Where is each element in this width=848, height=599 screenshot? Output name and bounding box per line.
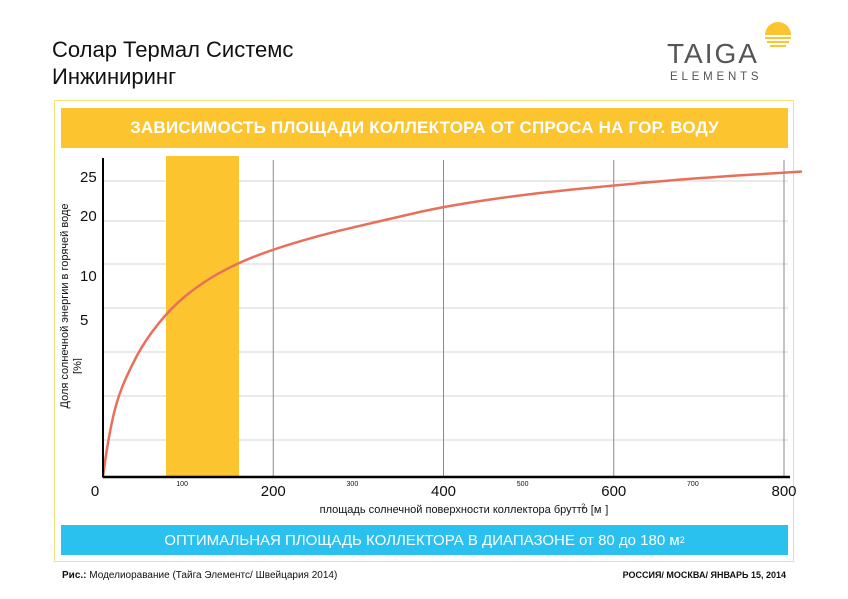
x-tick-label: 200 [261,483,286,500]
y-tick-label: 20 [80,208,97,225]
x-minor-tick-label: 500 [517,481,529,488]
x-tick-label: 800 [771,483,796,500]
content-frame [54,100,794,562]
x-minor-tick-label: 300 [347,481,359,488]
y-axis-label-line2: [%] [72,358,82,374]
y-axis-label: Доля солнечной энергии в горячей воде [%… [59,158,84,454]
x-axis-label-sup: 2 [581,503,586,510]
title-line-2: Инжиниринг [52,64,177,89]
conclusion-sup: 2 [679,535,685,545]
chart-title-banner: ЗАВИСИМОСТЬ ПЛОЩАДИ КОЛЛЕКТОРА ОТ СПРОСА… [61,108,788,148]
taiga-logo: TAIGA ELEMENTS [667,22,791,83]
footer-caption-text: Моделиоравание (Тайга Элементс/ Швейцари… [86,570,338,581]
x-tick-label: 600 [601,483,626,500]
footer-caption-label: Рис.: [62,570,87,581]
y-tick-label: 10 [80,268,97,285]
logo-word-elements: ELEMENTS [670,71,762,83]
optimal-range-band [166,156,239,476]
x-axis-label: площадь солнечной поверхности коллектора… [0,503,848,516]
footer-location-date: РОССИЯ/ МОСКВА/ ЯНВАРЬ 15, 2014 [622,570,786,580]
y-tick-label: 25 [80,169,97,186]
x-axis-label-end: ] [605,503,609,516]
conclusion-banner: ОПТИМАЛЬНАЯ ПЛОЩАДЬ КОЛЛЕКТОРА В ДИАПАЗО… [61,525,788,555]
title-line-1: Солар Термал Системс [52,37,294,62]
x-axis-label-text: площадь солнечной поверхности коллектора… [319,503,602,516]
series-line [101,170,803,479]
x-tick-label: 400 [431,483,456,500]
presentation-title: Солар Термал Системс Инжиниринг [52,36,293,90]
footer-caption: Рис.: Моделиоравание (Тайга Элементс/ Шв… [62,570,337,581]
y-tick-label: 5 [80,312,88,329]
sun-icon [765,22,791,47]
logo-word-taiga: TAIGA [667,38,759,69]
x-minor-tick-label: 700 [687,481,699,488]
conclusion-text: ОПТИМАЛЬНАЯ ПЛОЩАДЬ КОЛЛЕКТОРА В ДИАПАЗО… [164,531,680,549]
x-minor-tick-label: 100 [176,481,188,488]
y-axis-label-line1: Доля солнечной энергии в горячей воде [60,204,71,409]
x-tick-label: 0 [91,483,99,500]
